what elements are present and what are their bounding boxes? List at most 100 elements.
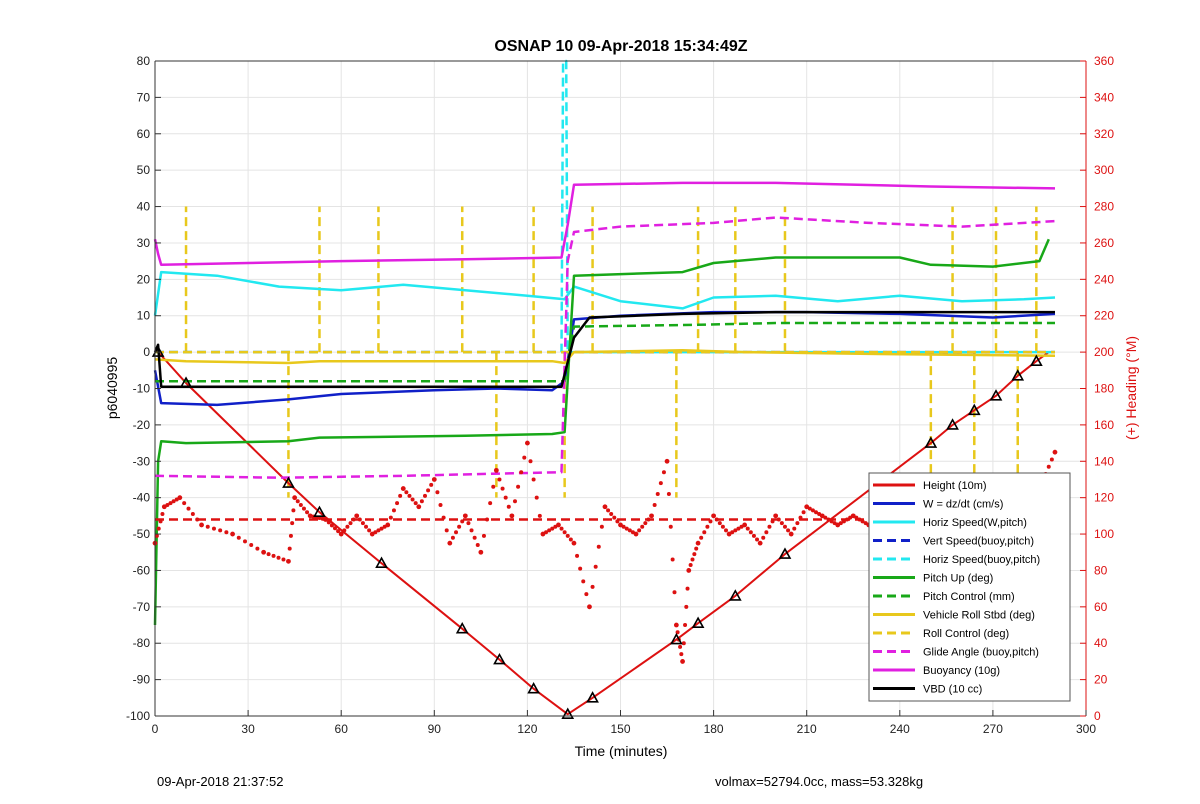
heading-point bbox=[410, 497, 415, 502]
y-tick-label-left: 40 bbox=[137, 200, 151, 214]
heading-point bbox=[711, 513, 716, 519]
heading-point bbox=[161, 504, 167, 510]
heading-point bbox=[550, 526, 555, 531]
heading-point bbox=[684, 604, 689, 609]
heading-point bbox=[168, 501, 173, 506]
heading-point bbox=[398, 493, 403, 498]
heading-point bbox=[388, 515, 393, 520]
heading-point bbox=[506, 504, 511, 509]
y-tick-label-right: 240 bbox=[1094, 272, 1114, 286]
heading-point bbox=[652, 502, 657, 507]
x-tick-label: 180 bbox=[704, 722, 724, 736]
y-tick-label-right: 160 bbox=[1094, 418, 1114, 432]
heading-point bbox=[281, 557, 286, 562]
heading-point bbox=[637, 528, 642, 533]
dive-marker bbox=[1011, 369, 1025, 381]
y-tick-label-right: 60 bbox=[1094, 600, 1108, 614]
y-tick-label-right: 80 bbox=[1094, 563, 1108, 577]
heading-point bbox=[596, 544, 601, 549]
heading-point bbox=[290, 521, 295, 526]
heading-point bbox=[688, 562, 693, 567]
heading-point bbox=[431, 477, 437, 482]
heading-point bbox=[385, 522, 391, 528]
heading-point bbox=[679, 652, 684, 657]
y-tick-label-left: -60 bbox=[133, 563, 151, 577]
heading-point bbox=[236, 535, 241, 540]
dive-marker bbox=[455, 622, 469, 634]
legend-label: Height (10m) bbox=[923, 480, 987, 492]
heading-point bbox=[773, 513, 779, 519]
y-tick-label-left: 80 bbox=[137, 54, 151, 68]
y-tick-label-left: -70 bbox=[133, 600, 151, 614]
heading-point bbox=[478, 549, 484, 555]
y-tick-label-right: 340 bbox=[1094, 90, 1114, 104]
heading-point bbox=[624, 526, 629, 531]
heading-point bbox=[584, 592, 589, 597]
dive-marker bbox=[313, 505, 326, 518]
x-tick-label: 0 bbox=[152, 722, 159, 736]
heading-point bbox=[488, 501, 493, 506]
legend-label: Glide Angle (buoy,pitch) bbox=[923, 647, 1039, 659]
heading-point bbox=[764, 530, 769, 535]
heading-point bbox=[472, 535, 477, 540]
heading-point bbox=[364, 524, 369, 529]
heading-point bbox=[675, 630, 680, 635]
heading-point bbox=[450, 535, 455, 540]
heading-point bbox=[612, 515, 617, 520]
heading-point bbox=[329, 523, 334, 528]
heading-point bbox=[295, 499, 300, 504]
heading-point bbox=[720, 524, 725, 529]
heading-point bbox=[633, 531, 639, 537]
y-tick-label-right: 120 bbox=[1094, 491, 1114, 505]
heading-point bbox=[367, 528, 372, 533]
heading-point bbox=[670, 557, 675, 562]
heading-point bbox=[301, 506, 306, 511]
legend-label: Vert Speed(buoy,pitch) bbox=[923, 536, 1034, 548]
heading-point bbox=[512, 499, 517, 504]
heading-point bbox=[165, 502, 170, 507]
heading-point bbox=[288, 533, 293, 538]
heading-point bbox=[678, 644, 683, 649]
heading-point bbox=[685, 586, 690, 591]
heading-point bbox=[661, 470, 666, 475]
dive-marker bbox=[1029, 354, 1043, 367]
dive-marker bbox=[946, 418, 959, 430]
series-horiz-speed-w-pitch bbox=[153, 270, 1056, 316]
y-tick-label-left: 0 bbox=[143, 345, 150, 359]
heading-point bbox=[376, 528, 381, 533]
heading-point bbox=[292, 495, 298, 501]
heading-point bbox=[1046, 464, 1051, 469]
heading-point bbox=[681, 641, 686, 646]
y-tick-label-left: -80 bbox=[133, 636, 151, 650]
heading-point bbox=[522, 455, 527, 460]
heading-point bbox=[627, 528, 632, 533]
heading-point bbox=[761, 535, 766, 540]
y-tick-label-left: -50 bbox=[133, 527, 151, 541]
heading-point bbox=[419, 499, 424, 504]
heading-point bbox=[717, 521, 722, 526]
heading-point bbox=[249, 542, 254, 547]
heading-point bbox=[509, 513, 515, 519]
dive-marker bbox=[282, 476, 295, 488]
heading-point bbox=[690, 557, 695, 562]
series-pitch-control-mm bbox=[155, 321, 1055, 383]
y-tick-label-left: -40 bbox=[133, 491, 151, 505]
heading-point bbox=[578, 566, 583, 571]
heading-point bbox=[190, 512, 195, 517]
x-tick-label: 210 bbox=[797, 722, 817, 736]
heading-point bbox=[726, 531, 732, 537]
heading-point bbox=[643, 521, 648, 526]
heading-point bbox=[748, 530, 753, 535]
heading-point bbox=[621, 524, 626, 529]
heading-point bbox=[850, 513, 856, 519]
heading-point bbox=[705, 524, 710, 529]
heading-point bbox=[807, 506, 812, 511]
heading-point bbox=[801, 510, 806, 515]
heading-point bbox=[491, 484, 496, 489]
heading-point bbox=[182, 501, 187, 506]
y-tick-label-right: 0 bbox=[1094, 709, 1101, 723]
heading-point bbox=[680, 659, 685, 664]
heading-point bbox=[779, 521, 784, 526]
y-axis-label-right: (+) Heading (°M) bbox=[1123, 336, 1139, 440]
heading-point bbox=[332, 526, 337, 531]
